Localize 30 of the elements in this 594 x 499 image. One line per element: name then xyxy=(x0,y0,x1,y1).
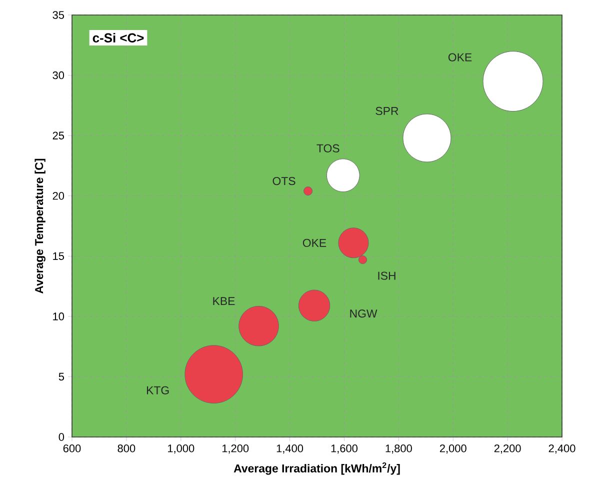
y-tick-label: 25 xyxy=(52,132,64,140)
annotation: SPR xyxy=(376,106,398,116)
x-tick-label: 1,400 xyxy=(276,444,304,454)
x-tick-label: 2,200 xyxy=(494,444,521,454)
x-tick-label: 2,400 xyxy=(548,444,576,454)
annotation: OKE xyxy=(302,238,326,247)
x-tick-label: 600 xyxy=(63,444,81,452)
x-tick-label: 2,000 xyxy=(440,444,466,454)
y-tick-label: 20 xyxy=(52,192,64,200)
x-tick-label: 1,800 xyxy=(386,444,412,454)
y-tick-label: 30 xyxy=(52,71,64,80)
x-tick-label: 800 xyxy=(118,444,136,452)
y-tick-label: 5 xyxy=(58,372,64,381)
x-tick-label: 1,600 xyxy=(331,444,358,454)
x-axis-title: Average Irradiation [kWh/m$^{2}$/y] xyxy=(234,462,400,475)
y-axis-title: Average Temperature [C] xyxy=(34,158,46,294)
annotation: ISH xyxy=(378,272,396,280)
annotation: c-Si <C> xyxy=(92,32,144,42)
y-tick-label: 15 xyxy=(53,252,64,260)
annotation: KBE xyxy=(213,297,235,306)
y-tick-label: 0 xyxy=(58,433,64,441)
annotation: KTG xyxy=(146,386,169,394)
y-tick-label: 10 xyxy=(53,312,64,320)
x-tick-label: 1,000 xyxy=(168,444,194,454)
y-tick-label: 35 xyxy=(52,11,64,19)
annotation: NGW xyxy=(350,310,378,318)
x-tick-label: 1,200 xyxy=(222,444,249,454)
annotation: OTS xyxy=(272,176,296,186)
annotation: OKE xyxy=(448,53,472,62)
annotation: TOS xyxy=(316,144,340,152)
